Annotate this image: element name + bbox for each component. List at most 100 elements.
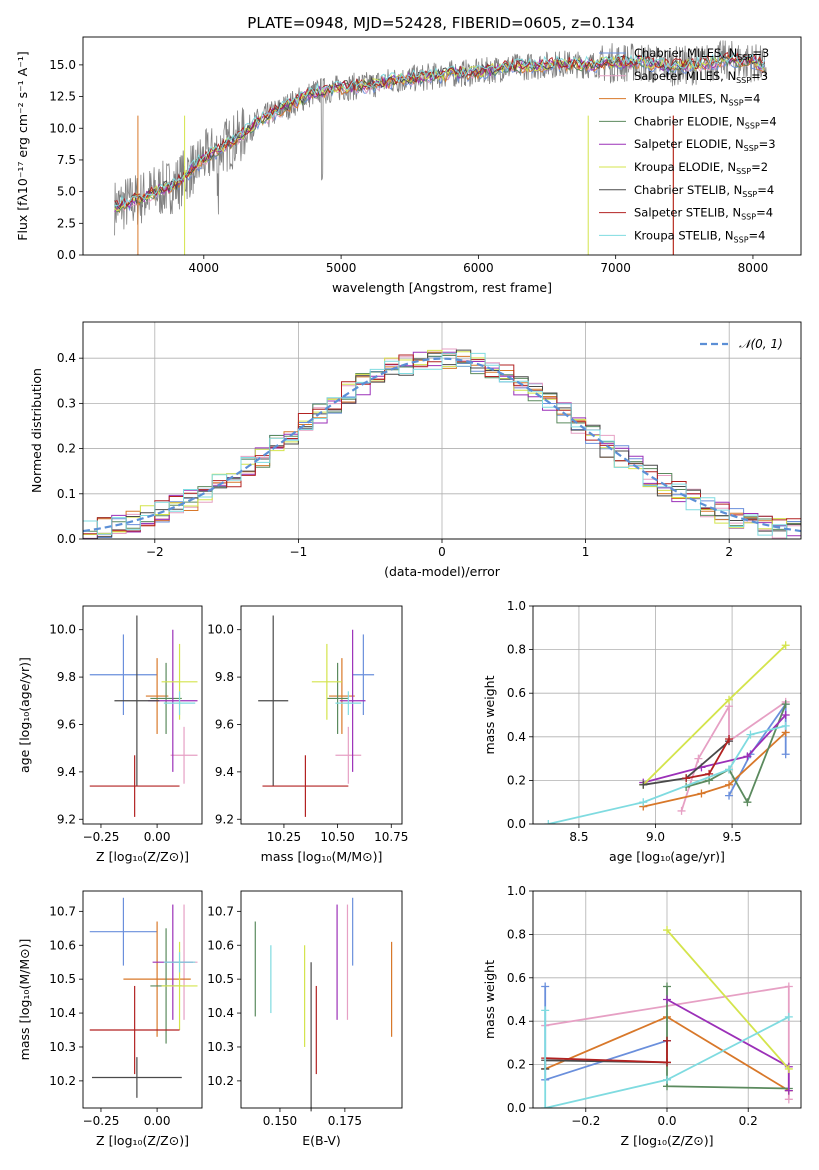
legend-label: 𝒩(0, 1) bbox=[739, 337, 783, 351]
figure-title: PLATE=0948, MJD=52428, FIBERID=0605, z=0… bbox=[247, 14, 634, 32]
error-point bbox=[89, 897, 158, 966]
mass-weight-marker bbox=[781, 750, 790, 759]
x-axis-label: wavelength [Angstrom, rest frame] bbox=[332, 280, 552, 295]
x-tick-label: 4000 bbox=[189, 261, 220, 275]
x-tick-label: 6000 bbox=[463, 261, 494, 275]
x-tick-label: −0.25 bbox=[83, 1114, 120, 1128]
x-tick-label: 0.2 bbox=[739, 1114, 758, 1128]
mass-weight-marker bbox=[725, 780, 734, 789]
y-tick-label: 9.8 bbox=[57, 670, 76, 684]
y-tick-label: 10.2 bbox=[49, 1074, 76, 1088]
error-point bbox=[89, 985, 180, 1075]
y-tick-label: 0.2 bbox=[507, 773, 526, 787]
plot-frame bbox=[532, 890, 802, 1109]
x-tick-label: 0 bbox=[438, 545, 446, 559]
x-axis-label: mass [log₁₀(M/M⊙)] bbox=[261, 849, 383, 864]
y-tick-label: 10.6 bbox=[49, 938, 76, 952]
y-tick-label: 0.2 bbox=[57, 442, 76, 456]
errorbars-age_vs_Z bbox=[89, 615, 198, 817]
legend-label: Salpeter STELIB, NSSP=4 bbox=[634, 206, 773, 222]
y-tick-label: 10.3 bbox=[207, 1040, 234, 1054]
error-point bbox=[352, 634, 375, 715]
mass-weight-marker bbox=[784, 1095, 793, 1104]
y-tick-label: 0.1 bbox=[57, 487, 76, 501]
plot-frame bbox=[82, 36, 802, 256]
x-tick-label: 2 bbox=[725, 545, 733, 559]
legend-label: Chabrier ELODIE, NSSP=4 bbox=[634, 114, 777, 130]
x-tick-label: 7000 bbox=[600, 261, 631, 275]
mass-weight-marker bbox=[639, 780, 648, 789]
error-point bbox=[335, 691, 362, 715]
mass-weight-marker bbox=[743, 798, 752, 807]
residual-histogram bbox=[83, 352, 801, 539]
y-tick-label: 10.4 bbox=[207, 1006, 234, 1020]
spectrum-lines bbox=[114, 39, 767, 255]
normal-curve bbox=[83, 357, 801, 533]
y-tick-label: 9.8 bbox=[215, 670, 234, 684]
error-point bbox=[326, 662, 349, 734]
mass-weight-marker bbox=[781, 721, 790, 730]
y-tick-label: 10.2 bbox=[207, 1074, 234, 1088]
error-point bbox=[262, 755, 349, 817]
x-tick-label: 0.0 bbox=[657, 1114, 676, 1128]
legend-label: Kroupa MILES, NSSP=4 bbox=[634, 92, 760, 108]
y-axis-label: mass weight bbox=[482, 675, 497, 754]
axes-spectrum: 4000 5000 6000 7000 8000 0.0 2.5 5.0 7.5 10.0 12.5… bbox=[15, 51, 768, 295]
y-tick-label: 9.6 bbox=[57, 717, 76, 731]
y-tick-label: 0.4 bbox=[57, 351, 76, 365]
error-point bbox=[311, 643, 342, 720]
mass-weight-marker bbox=[544, 820, 553, 824]
x-tick-label: 5000 bbox=[326, 261, 357, 275]
y-tick-label: 10.7 bbox=[207, 904, 234, 918]
y-tick-label: 10.6 bbox=[207, 938, 234, 952]
error-point bbox=[329, 658, 355, 734]
mass-weight-line bbox=[666, 929, 790, 1070]
x-axis-label: (data-model)/error bbox=[384, 564, 501, 579]
plot-frame bbox=[240, 605, 403, 825]
y-axis-label: age [log₁₀(age/yr)] bbox=[17, 657, 32, 773]
mass-weight-marker bbox=[781, 711, 790, 719]
error-point bbox=[170, 726, 198, 784]
x-tick-label: −0.2 bbox=[571, 1114, 600, 1128]
plot-frame bbox=[240, 890, 403, 1109]
y-tick-label: 9.4 bbox=[215, 765, 234, 779]
x-axis-label: Z [log₁₀(Z/Z⊙)] bbox=[96, 1133, 189, 1148]
y-axis-label: mass weight bbox=[482, 960, 497, 1039]
y-tick-label: 2.5 bbox=[57, 216, 76, 230]
error-point bbox=[335, 726, 362, 784]
x-axis-label: Z [log₁₀(Z/Z⊙)] bbox=[96, 849, 189, 864]
mass-weight-line bbox=[548, 725, 786, 824]
spectrum-legend: Chabrier MILES, NSSP=3 Salpeter MILES, NS… bbox=[599, 46, 777, 244]
x-tick-label: 10.75 bbox=[374, 830, 408, 844]
legend-label: Kroupa ELODIE, NSSP=2 bbox=[634, 160, 768, 176]
mass-weight-marker bbox=[663, 995, 671, 1004]
x-tick-label: 9.5 bbox=[723, 830, 742, 844]
axes-mass_weight_vs_age: 8.5 9.0 9.5 0.0 0.2 0.4 0.6 0.8 1.0 age [log₁₀(ag… bbox=[482, 599, 801, 864]
mass-weight-line bbox=[666, 998, 790, 1091]
mass-weight-marker bbox=[781, 641, 790, 650]
error-point bbox=[123, 921, 191, 1037]
legend-label: Salpeter ELODIE, NSSP=3 bbox=[634, 137, 776, 153]
y-tick-label: 0.3 bbox=[57, 396, 76, 410]
mass-weight-line bbox=[728, 701, 787, 797]
mass-weight-marker bbox=[663, 982, 671, 991]
mass-weight-line bbox=[545, 1040, 668, 1064]
error-point bbox=[258, 615, 289, 787]
plot-frame bbox=[82, 321, 802, 540]
y-tick-label: 7.5 bbox=[57, 153, 76, 167]
mass-weight-marker bbox=[784, 1086, 793, 1095]
legend-label: Kroupa STELIB, NSSP=4 bbox=[634, 228, 765, 244]
y-tick-label: 1.0 bbox=[507, 599, 526, 613]
x-tick-label: −1 bbox=[290, 545, 308, 559]
y-tick-label: 0.8 bbox=[507, 643, 526, 657]
error-point bbox=[89, 755, 180, 817]
legend-label: Chabrier STELIB, NSSP=4 bbox=[634, 183, 774, 199]
mass-weight-marker bbox=[694, 754, 703, 763]
x-tick-label: 10.50 bbox=[320, 830, 354, 844]
mass-weight-marker bbox=[677, 806, 686, 815]
y-tick-label: 10.0 bbox=[207, 623, 234, 637]
axes-age_vs_mass: 10.25 10.50 10.75 9.2 9.4 9.6 9.8 10.0 mass [log… bbox=[207, 623, 408, 864]
error-point bbox=[89, 634, 158, 715]
plot-frame bbox=[82, 605, 203, 825]
x-tick-label: −0.25 bbox=[83, 830, 120, 844]
